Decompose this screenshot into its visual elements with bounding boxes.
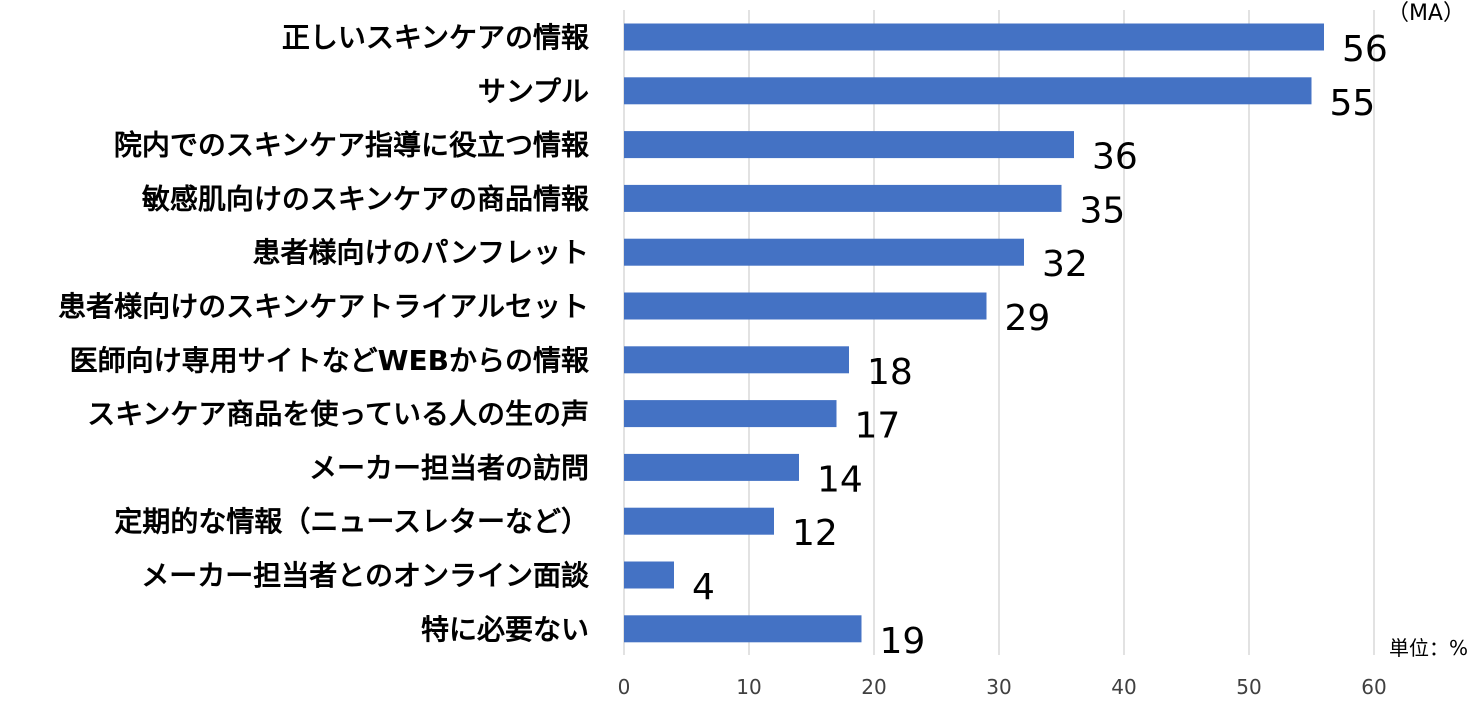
bar-12 <box>624 615 862 643</box>
ma-annotation: （MA） <box>1387 1 1465 26</box>
bar-11 <box>624 561 674 589</box>
category-labels: 正しいスキンケアの情報サンプル院内でのスキンケア指導に役立つ情報敏感肌向けのスキ… <box>58 21 590 646</box>
bar-5 <box>624 238 1024 266</box>
category-label-12: 特に必要ない <box>421 613 589 646</box>
category-label-8: スキンケア商品を使っている人の生の声 <box>87 398 589 431</box>
category-label-2: サンプル <box>478 75 589 108</box>
value-label-3: 36 <box>1092 137 1138 178</box>
category-label-7: 医師向け専用サイトなどWEBからの情報 <box>70 344 590 377</box>
unit-annotation: 単位：% <box>1389 636 1468 660</box>
bar-2 <box>624 77 1312 105</box>
value-label-4: 35 <box>1080 190 1126 231</box>
bar-10 <box>624 507 774 535</box>
value-label-6: 29 <box>1005 298 1051 339</box>
value-labels: 56 55 36 35 32 29 18 17 14 12 4 19 <box>692 29 1388 662</box>
category-label-9: メーカー担当者の訪問 <box>309 451 589 484</box>
x-tick-label-30: 30 <box>986 675 1011 699</box>
category-label-11: メーカー担当者とのオンライン面談 <box>141 559 590 592</box>
category-label-6: 患者様向けのスキンケアトライアルセット <box>58 290 589 323</box>
category-label-10: 定期的な情報（ニュースレターなど） <box>114 505 589 538</box>
bar-6 <box>624 292 987 320</box>
value-label-1: 56 <box>1342 29 1388 70</box>
bar-1 <box>624 23 1324 51</box>
bars <box>624 23 1324 643</box>
bar-7 <box>624 346 849 374</box>
x-tick-label-50: 50 <box>1236 675 1261 699</box>
value-label-5: 32 <box>1042 244 1088 285</box>
x-tick-label-10: 10 <box>736 675 761 699</box>
category-label-5: 患者様向けのパンフレット <box>252 236 589 269</box>
bar-8 <box>624 400 837 428</box>
x-tick-label-0: 0 <box>618 675 631 699</box>
x-tick-label-20: 20 <box>861 675 886 699</box>
category-label-1: 正しいスキンケアの情報 <box>282 21 590 54</box>
bar-4 <box>624 184 1062 212</box>
value-label-7: 18 <box>867 352 913 393</box>
bar-3 <box>624 131 1074 159</box>
value-label-12: 19 <box>880 621 926 662</box>
value-label-8: 17 <box>855 406 901 447</box>
bar-9 <box>624 453 799 481</box>
value-label-11: 4 <box>692 567 715 608</box>
grid-lines <box>623 10 1375 655</box>
value-label-9: 14 <box>817 459 863 500</box>
x-tick-label-60: 60 <box>1361 675 1386 699</box>
x-axis-ticks: 0 10 20 30 40 50 60 <box>618 675 1387 699</box>
x-tick-label-40: 40 <box>1111 675 1136 699</box>
category-label-4: 敏感肌向けのスキンケアの商品情報 <box>141 182 590 215</box>
value-label-2: 55 <box>1330 83 1376 124</box>
value-label-10: 12 <box>792 513 838 554</box>
category-label-3: 院内でのスキンケア指導に役立つ情報 <box>114 129 590 162</box>
